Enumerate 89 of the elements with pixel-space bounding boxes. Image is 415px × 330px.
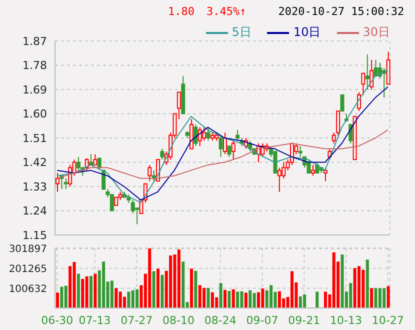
- bar: [228, 290, 231, 308]
- bar: [202, 288, 206, 308]
- bar: [156, 268, 160, 308]
- candlestick: [365, 54, 370, 90]
- bar: [148, 248, 152, 308]
- bar: [324, 292, 327, 308]
- y-tick-label: 1.15: [22, 228, 47, 242]
- x-tick-label: 07-13: [78, 314, 111, 327]
- bar: [194, 270, 198, 308]
- bar: [362, 270, 365, 308]
- bar: [210, 292, 214, 308]
- text: 2020-10-27 15:00:32: [278, 5, 404, 18]
- bar: [152, 271, 156, 308]
- bar: [110, 280, 114, 308]
- bar: [240, 291, 244, 308]
- x-tick-label: 10-13: [330, 314, 362, 327]
- bar: [278, 291, 281, 308]
- bar: [252, 293, 256, 308]
- x-tick-label: 08-24: [204, 314, 236, 327]
- bar: [56, 292, 59, 308]
- bar: [257, 292, 260, 308]
- bar: [114, 288, 118, 308]
- bar: [198, 285, 202, 308]
- bar: [244, 292, 248, 308]
- bar: [94, 274, 97, 308]
- bar: [68, 266, 72, 308]
- bar: [81, 278, 84, 308]
- y-tick-label: 1.87: [22, 34, 47, 48]
- y-tick-label: 1.51: [22, 132, 47, 145]
- bar: [85, 276, 88, 308]
- y-tick-label: 1.42: [22, 156, 47, 170]
- bar: [131, 290, 134, 308]
- bar: [370, 288, 374, 308]
- x-tick-label: 10-27: [372, 314, 404, 327]
- bar: [358, 266, 360, 308]
- legend-label: 5日: [230, 24, 252, 41]
- bar: [261, 288, 264, 308]
- bar: [366, 260, 369, 308]
- candlestick: [277, 167, 282, 192]
- y-tick-label: 201265: [8, 264, 47, 275]
- bar: [64, 286, 68, 308]
- y-tick-label: 1.33: [22, 180, 47, 194]
- bar: [248, 290, 252, 308]
- bar: [136, 289, 139, 308]
- bar: [340, 254, 344, 308]
- y-tick-label: 1.24: [22, 204, 47, 218]
- bar: [290, 271, 294, 308]
- x-tick-label: 09-21: [288, 314, 320, 327]
- bar: [270, 285, 273, 308]
- bar: [72, 262, 76, 308]
- bar: [160, 274, 164, 308]
- bar: [349, 283, 352, 308]
- bar: [382, 288, 386, 308]
- legend-label: 30日: [362, 24, 390, 41]
- bar: [353, 268, 356, 308]
- x-tick-label: 06-30: [41, 314, 74, 327]
- bar: [102, 262, 106, 308]
- bar: [118, 292, 122, 308]
- y-tick-label: 1.69: [22, 83, 47, 96]
- bar: [316, 292, 319, 308]
- bar: [127, 292, 130, 308]
- bar: [303, 294, 306, 308]
- bar: [206, 288, 210, 308]
- bar: [232, 289, 235, 308]
- x-tick-label: 07-27: [120, 314, 153, 327]
- y-tick-label: 301897: [8, 244, 47, 256]
- legend-label: 10日: [292, 24, 321, 41]
- y-tick-label: 1.78: [22, 59, 47, 72]
- x-tick-label: 09-07: [246, 314, 278, 327]
- text: 1.80: [168, 5, 194, 18]
- bar: [219, 283, 222, 308]
- bar: [298, 296, 302, 308]
- bar: [332, 252, 336, 308]
- y-tick-label: 100632: [8, 284, 47, 295]
- bar: [169, 255, 172, 308]
- bar: [386, 286, 390, 308]
- bar: [236, 292, 240, 308]
- bar: [190, 268, 193, 308]
- bar: [76, 274, 80, 308]
- bar: [90, 276, 92, 308]
- bar: [224, 290, 226, 308]
- text: 3.45%↑: [206, 5, 246, 18]
- bar: [182, 262, 185, 308]
- y-tick-label: 1.60: [22, 108, 47, 121]
- candlestick: [198, 126, 202, 147]
- bar: [378, 288, 382, 308]
- bar: [374, 288, 378, 308]
- x-tick-label: 08-10: [162, 314, 195, 327]
- bar: [60, 286, 64, 308]
